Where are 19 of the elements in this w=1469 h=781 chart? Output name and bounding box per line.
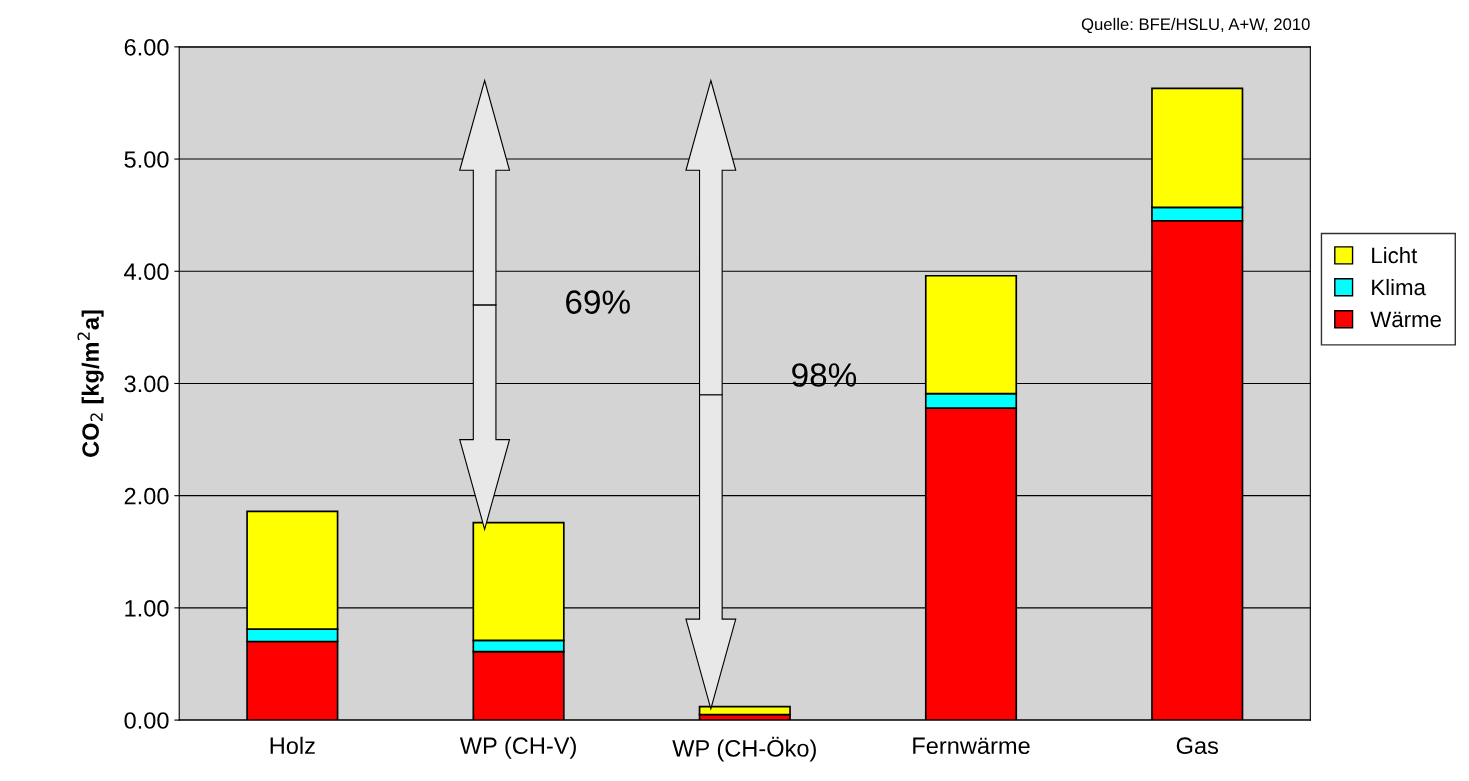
x-tick-label: WP (CH-Öko) bbox=[672, 736, 816, 762]
y-tick-label: 2.00 bbox=[124, 487, 169, 505]
y-tick-label: 0.00 bbox=[124, 712, 169, 729]
legend-label: Klima bbox=[1372, 278, 1426, 296]
y-tick-label: 5.00 bbox=[124, 151, 169, 168]
y-tick-label: 3.00 bbox=[124, 375, 169, 393]
annotation: 98% bbox=[792, 363, 857, 387]
legend-label: Wärme bbox=[1370, 311, 1441, 328]
y-axis-title: CO$_{2}$ [kg/m$^{2}$a] bbox=[77, 310, 104, 457]
legend-label: Licht bbox=[1372, 246, 1418, 264]
source-note: Quelle: BFE/HSLU, A+W, 2010 bbox=[1081, 17, 1310, 34]
x-tick-label: WP (CH-V) bbox=[459, 736, 576, 759]
x-tick-label: Holz bbox=[270, 736, 315, 755]
x-tick-label: Gas bbox=[1176, 737, 1219, 755]
x-tick-label: Fernwärme bbox=[913, 737, 1030, 755]
y-tick-label: 1.00 bbox=[125, 599, 169, 617]
y-tick-label: 6.00 bbox=[124, 38, 169, 56]
y-tick-label: 4.00 bbox=[124, 263, 169, 281]
annotation: 69% bbox=[566, 290, 630, 314]
